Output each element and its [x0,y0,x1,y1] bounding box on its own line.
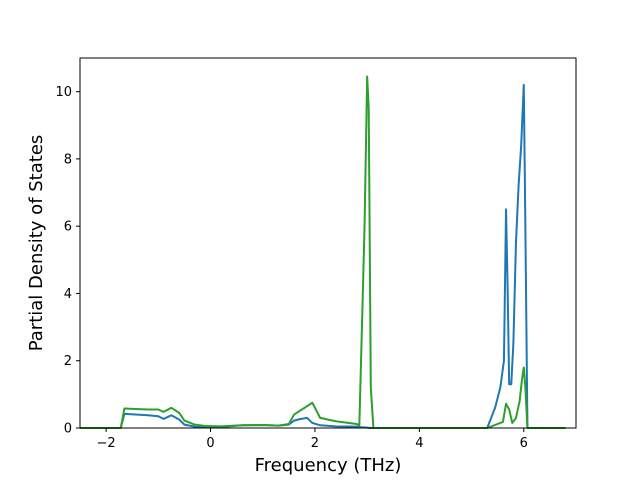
y-tick-label: 0 [64,422,72,437]
series-line-1 [80,83,566,429]
x-tick-label: 4 [415,436,423,451]
y-tick-label: 6 [64,220,72,235]
series-line-2 [80,75,566,429]
plot-area [80,58,576,428]
x-tick-label: 6 [520,436,528,451]
y-axis-label: Partial Density of States [26,135,47,352]
y-tick-label: 10 [55,85,72,100]
x-tick-label: 0 [206,436,214,451]
y-tick-label: 2 [64,354,72,369]
x-axis-ticks: −2 0 2 4 6 [97,428,528,451]
plot-frame [79,57,577,429]
y-tick-label: 8 [64,152,72,167]
series-layer [80,75,566,429]
x-axis-label: Frequency (THz) [255,455,402,476]
y-axis-ticks: 0 2 4 6 8 10 [55,85,80,437]
y-tick-label: 4 [64,287,72,302]
x-tick-label: −2 [97,436,116,451]
x-tick-label: 2 [311,436,319,451]
